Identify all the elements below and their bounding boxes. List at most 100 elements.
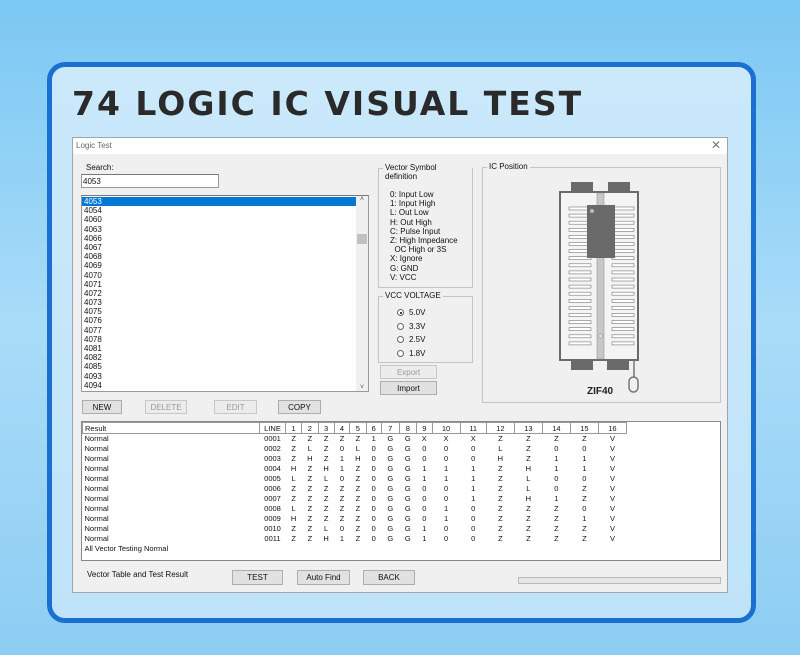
column-header[interactable]: 7 — [381, 422, 400, 434]
column-header[interactable]: 16 — [597, 422, 628, 434]
list-item[interactable]: 4069 — [84, 261, 102, 271]
socket-pin — [611, 327, 635, 331]
test-button[interactable]: TEST — [232, 570, 283, 585]
edit-button[interactable]: EDIT — [214, 400, 257, 414]
scroll-up-icon[interactable]: ˄ — [359, 196, 365, 203]
vector-cell: 1 — [582, 464, 587, 473]
table-row[interactable]: Normal 0006 Z Z Z Z Z 0 G G 0 0 1 Z L 0 Z V — [83, 484, 627, 494]
column-header[interactable]: 1 — [284, 422, 303, 434]
ic-list[interactable]: 4053 4054 4060 4063 4066 4067 4068 4069 4070 4071… — [81, 195, 369, 392]
radio-button[interactable] — [397, 322, 404, 330]
column-header[interactable]: 2 — [301, 422, 319, 434]
vector-cell: Z — [291, 434, 296, 444]
import-button[interactable]: Import — [380, 381, 437, 395]
list-item[interactable]: 4066 — [84, 233, 102, 243]
list-item[interactable]: 4094 — [84, 380, 102, 390]
column-header[interactable]: 4 — [333, 422, 351, 434]
list-item[interactable]: 4067 — [84, 242, 102, 252]
column-header[interactable]: 3 — [317, 422, 335, 434]
list-item[interactable]: 4071 — [84, 279, 102, 289]
vector-cell: 0 — [582, 504, 587, 513]
column-header[interactable]: 10 — [431, 422, 461, 434]
back-button[interactable]: BACK — [363, 570, 415, 585]
list-item[interactable]: 4081 — [84, 344, 102, 353]
list-item[interactable]: 4098 — [82, 390, 357, 391]
radio-button[interactable] — [397, 309, 404, 317]
table-row[interactable]: Normal 0003 Z H Z 1 H 0 G G 0 0 0 H Z 1 1 V — [83, 454, 627, 464]
vector-cell: 0 — [371, 484, 376, 493]
scroll-thumb[interactable] — [357, 234, 367, 244]
scroll-down-icon[interactable]: ˅ — [359, 384, 365, 391]
table-row[interactable]: Normal 0005 L Z L 0 Z 0 G G 1 1 1 Z L 0 0 V — [83, 474, 627, 484]
list-item[interactable]: 4054 — [84, 206, 102, 216]
vector-cell: 0009 — [264, 514, 281, 523]
table-row[interactable]: Normal 0002 Z L Z 0 L 0 G G 0 0 0 L Z 0 0 V — [83, 444, 627, 454]
list-item[interactable]: 4082 — [84, 353, 102, 363]
copy-button[interactable]: COPY — [278, 400, 321, 414]
list-item[interactable]: 4060 — [84, 215, 102, 225]
vector-table[interactable]: Result LINE 1 2 3 4 5 6 7 8 9 10 11 12 13 14 15 16 Normal… — [81, 421, 721, 561]
socket-pin — [611, 313, 635, 317]
column-header[interactable]: 9 — [416, 422, 433, 434]
list-item[interactable]: 4085 — [84, 362, 102, 372]
vcc-option-label: 2.5V — [409, 335, 426, 344]
column-header[interactable]: 12 — [485, 422, 515, 434]
vector-cell: 0 — [471, 444, 476, 453]
table-row[interactable]: Normal 0009 H Z Z Z Z 0 G G 0 1 0 Z Z Z 1 V — [83, 514, 627, 524]
vector-cell: Z — [307, 524, 313, 533]
delete-button[interactable]: DELETE — [145, 400, 187, 414]
list-item[interactable]: 4072 — [84, 288, 102, 298]
list-item[interactable]: 4093 — [84, 371, 102, 381]
vcc-option-3-3V[interactable]: 3.3V — [397, 322, 425, 336]
column-header[interactable]: 5 — [349, 422, 367, 434]
vcc-option-5-0V[interactable]: 5.0V — [397, 308, 425, 322]
column-header[interactable]: 8 — [398, 422, 418, 434]
list-item[interactable]: 4078 — [84, 334, 102, 344]
vector-cell: H — [323, 464, 329, 473]
list-item[interactable]: 4073 — [84, 298, 102, 308]
table-row[interactable]: Normal 0011 Z Z H 1 Z 0 G G 1 0 0 Z Z Z Z V — [83, 534, 627, 544]
vcc-option-2-5V[interactable]: 2.5V — [397, 335, 425, 349]
list-item[interactable]: 4053 — [82, 197, 357, 207]
list-item[interactable]: 4070 — [84, 270, 102, 280]
vector-cell: 1 — [554, 464, 559, 473]
list-scrollbar[interactable]: ˄ ˅ — [356, 196, 368, 391]
radio-button[interactable] — [397, 349, 404, 357]
new-button[interactable]: NEW — [82, 400, 122, 414]
column-header[interactable]: 6 — [365, 422, 382, 434]
close-icon[interactable]: ✕ — [710, 138, 721, 152]
socket-pin — [611, 277, 635, 282]
vector-cell: 0010 — [264, 524, 281, 533]
vector-cell: 0011 — [264, 534, 281, 543]
vector-symbol-group: Vector Symbol definition 0: Input Low 1: … — [378, 163, 473, 288]
vector-cell: 1 — [422, 474, 427, 483]
vector-cell: 0 — [443, 444, 449, 453]
column-header[interactable]: 15 — [569, 422, 599, 434]
column-header[interactable]: 11 — [459, 422, 487, 434]
table-row[interactable]: Normal 0007 Z Z Z Z Z 0 G G 0 0 1 Z H 1 Z V — [83, 494, 627, 504]
radio-button[interactable] — [397, 336, 404, 344]
vector-cell: X — [443, 434, 449, 444]
column-header[interactable]: Result — [82, 422, 260, 434]
column-header[interactable]: 13 — [513, 422, 543, 434]
vector-cell: V — [609, 474, 615, 483]
vcc-option-1-8V[interactable]: 1.8V — [397, 349, 425, 363]
auto-find-button[interactable]: Auto Find — [297, 570, 350, 585]
table-row[interactable]: Normal 0004 H Z H 1 Z 0 G G 1 1 1 Z H 1 1 V — [83, 464, 627, 474]
table-row[interactable]: Normal 0008 L Z Z Z Z 0 G G 0 1 0 Z Z Z 0 V — [83, 504, 627, 514]
vector-cell: Z — [526, 534, 531, 543]
table-row[interactable]: Normal 0010 Z Z L 0 Z 0 G G 1 0 0 Z Z Z Z V — [83, 524, 627, 534]
table-row[interactable]: Normal 0001 Z Z Z Z Z 1 G G X X X Z Z Z Z V — [83, 434, 627, 444]
list-item[interactable]: 4075 — [84, 307, 102, 317]
list-item[interactable]: 4068 — [84, 252, 102, 262]
list-item[interactable]: 4076 — [84, 316, 102, 326]
column-header[interactable]: 14 — [541, 422, 571, 434]
list-item[interactable]: 4063 — [84, 224, 102, 234]
list-item[interactable]: 4077 — [84, 325, 102, 335]
column-header[interactable]: LINE — [259, 422, 286, 434]
vector-cell: V — [609, 524, 615, 533]
search-input[interactable]: 4053 — [81, 174, 219, 188]
socket-pin — [611, 341, 635, 346]
export-button[interactable]: Export — [380, 365, 437, 379]
vector-cell: G — [387, 524, 394, 533]
